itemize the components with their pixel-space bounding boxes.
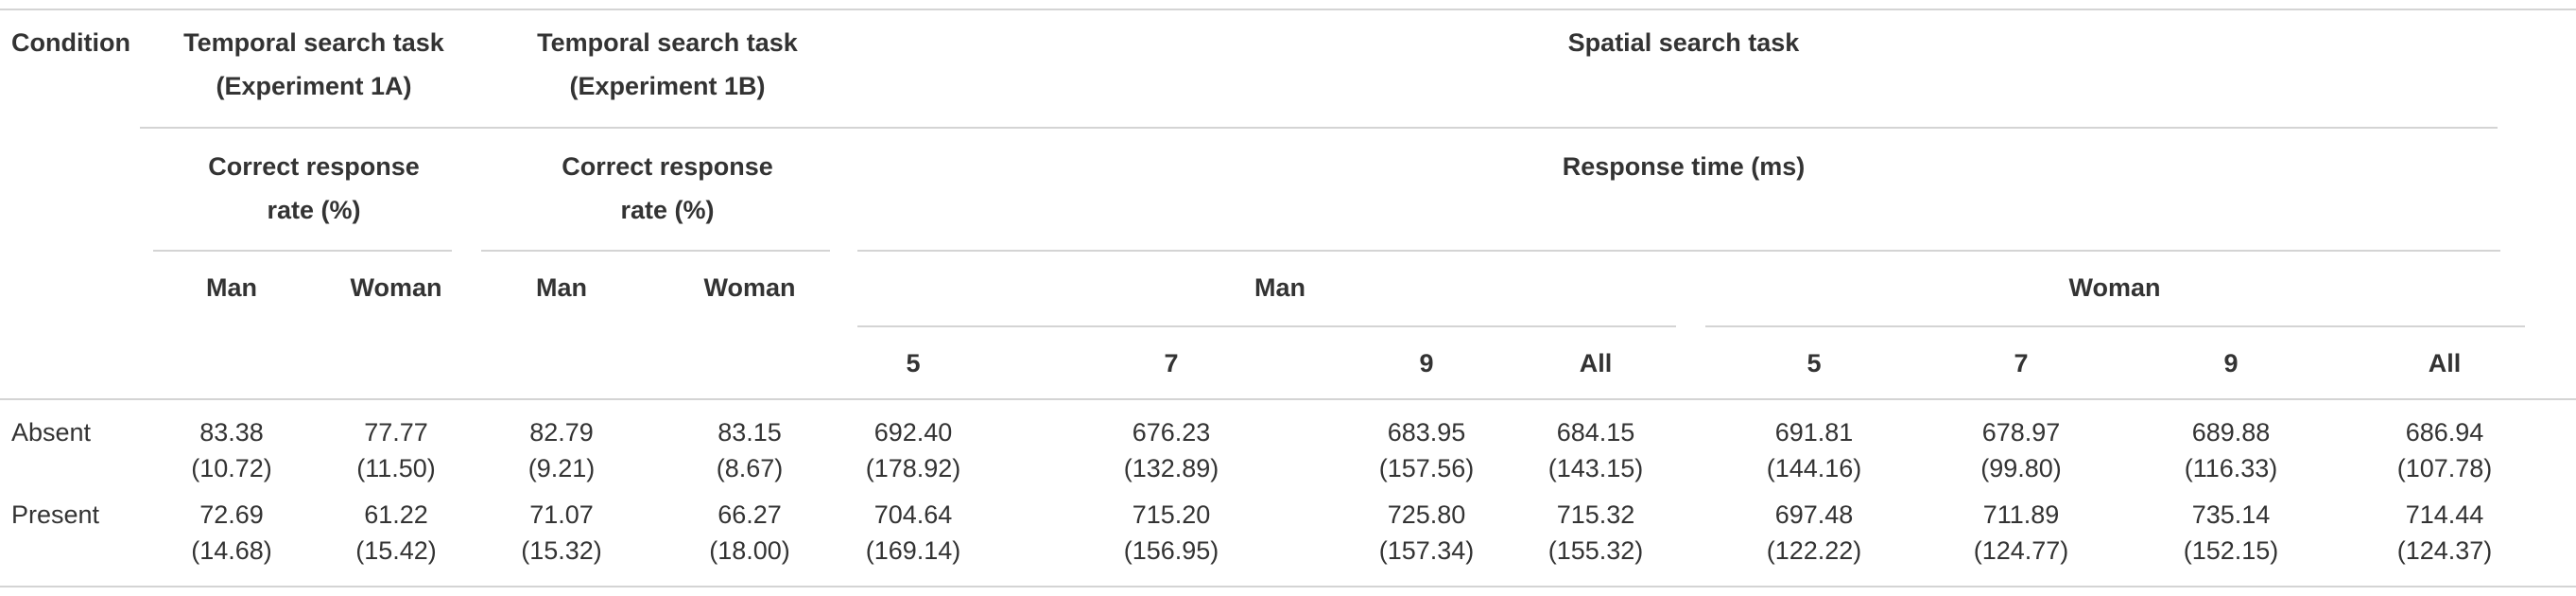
rule	[1705, 325, 2525, 327]
set-size-header: All	[1579, 349, 1613, 377]
mean: 71.07	[529, 500, 594, 529]
sd: (116.33)	[2184, 454, 2278, 482]
mean: 725.80	[1387, 500, 1466, 529]
sd: (10.72)	[191, 454, 272, 482]
sd: (124.77)	[1973, 536, 2069, 565]
mean: 72.69	[199, 500, 264, 529]
mean: 83.38	[199, 418, 264, 447]
sex-header: Woman	[350, 273, 442, 302]
sd: (15.32)	[521, 536, 602, 565]
rule	[857, 325, 1676, 327]
sd: (169.14)	[865, 536, 961, 565]
sd: (143.15)	[1547, 454, 1644, 482]
set-size-header: 5	[1807, 349, 1822, 377]
measure-header: Correct response rate (%)	[562, 152, 773, 224]
mean: 691.81	[1774, 418, 1854, 447]
sex-header: Man	[206, 273, 257, 302]
mean: 684.15	[1556, 418, 1635, 447]
mean: 82.79	[529, 418, 594, 447]
set-size-header: 7	[1164, 349, 1179, 377]
row-label: Absent	[11, 418, 92, 447]
sd: (99.80)	[1980, 454, 2062, 482]
sd: (15.42)	[355, 536, 437, 565]
sd: (132.89)	[1123, 454, 1219, 482]
sd: (107.78)	[2396, 454, 2493, 482]
sd: (157.56)	[1378, 454, 1475, 482]
sd: (152.15)	[2183, 536, 2279, 565]
mean: 697.48	[1774, 500, 1854, 529]
group-header: Spatial search task	[1567, 28, 1800, 57]
sd: (8.67)	[716, 454, 784, 482]
mean: 714.44	[2405, 500, 2484, 529]
sd: (157.34)	[1378, 536, 1475, 565]
sex-header: Man	[536, 273, 587, 302]
rule	[481, 250, 830, 252]
sd: (9.21)	[527, 454, 596, 482]
sex-header: Woman	[2068, 273, 2161, 302]
rule	[153, 250, 452, 252]
mean: 704.64	[873, 500, 953, 529]
sd: (18.00)	[709, 536, 790, 565]
mean: 66.27	[717, 500, 782, 529]
rule	[0, 398, 2576, 400]
mean: 77.77	[364, 418, 428, 447]
row-label: Present	[11, 500, 100, 529]
rule	[0, 9, 2576, 10]
group-header: Temporal search task (Experiment 1A)	[183, 28, 444, 100]
set-size-header: 9	[1419, 349, 1434, 377]
mean: 689.88	[2191, 418, 2271, 447]
mean: 61.22	[364, 500, 428, 529]
set-size-header: 9	[2223, 349, 2239, 377]
set-size-header: 7	[2014, 349, 2029, 377]
mean: 678.97	[1981, 418, 2061, 447]
mean: 735.14	[2191, 500, 2271, 529]
measure-header: Correct response rate (%)	[208, 152, 420, 224]
mean: 715.32	[1556, 500, 1635, 529]
sex-header: Man	[1254, 273, 1305, 302]
sd: (156.95)	[1123, 536, 1219, 565]
sd: (124.37)	[2396, 536, 2493, 565]
sd: (122.22)	[1766, 536, 1862, 565]
measure-header: Response time (ms)	[1562, 152, 1806, 181]
mean: 686.94	[2405, 418, 2484, 447]
set-size-header: All	[2428, 349, 2462, 377]
rule	[140, 127, 2498, 129]
mean: 83.15	[717, 418, 782, 447]
sd: (11.50)	[356, 454, 436, 482]
group-header: Temporal search task (Experiment 1B)	[537, 28, 798, 100]
set-size-header: 5	[906, 349, 921, 377]
mean: 676.23	[1132, 418, 1211, 447]
mean: 692.40	[873, 418, 953, 447]
mean: 715.20	[1132, 500, 1211, 529]
sd: (14.68)	[191, 536, 272, 565]
sex-header: Woman	[703, 273, 796, 302]
mean: 683.95	[1387, 418, 1466, 447]
rule	[0, 586, 2576, 587]
sd: (178.92)	[865, 454, 961, 482]
sd: (144.16)	[1766, 454, 1862, 482]
mean: 711.89	[1982, 500, 2060, 529]
rule	[857, 250, 2500, 252]
condition-header: Condition	[11, 28, 130, 57]
sd: (155.32)	[1547, 536, 1644, 565]
